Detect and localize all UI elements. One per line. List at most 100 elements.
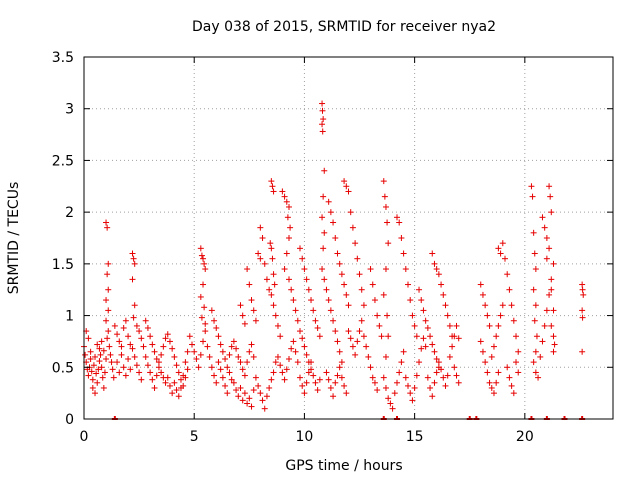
data-point bbox=[367, 364, 374, 371]
data-point bbox=[269, 183, 276, 190]
data-point bbox=[184, 366, 191, 373]
chart-title: Day 038 of 2015, SRMTID for receiver nya… bbox=[192, 19, 496, 35]
data-point bbox=[382, 353, 389, 360]
data-point bbox=[358, 286, 365, 293]
data-point bbox=[347, 335, 354, 342]
data-point bbox=[88, 368, 95, 375]
data-point bbox=[418, 297, 425, 304]
data-point bbox=[114, 359, 121, 366]
axis-ticks: 0 0.5 1 1.5 2 2.5 3 3.5 0 5 10 15 20 bbox=[52, 50, 613, 445]
data-point bbox=[279, 369, 286, 376]
data-point bbox=[360, 302, 367, 309]
data-point bbox=[420, 335, 427, 342]
data-point bbox=[104, 271, 111, 278]
data-point bbox=[548, 322, 555, 329]
data-point bbox=[290, 338, 297, 345]
data-point bbox=[244, 266, 251, 273]
data-point bbox=[327, 307, 334, 314]
data-point bbox=[208, 364, 215, 371]
data-point bbox=[504, 271, 511, 278]
data-point bbox=[371, 379, 378, 386]
data-point bbox=[92, 390, 99, 397]
data-point bbox=[418, 345, 425, 352]
data-point bbox=[259, 235, 266, 241]
data-point bbox=[108, 359, 115, 366]
data-point bbox=[105, 307, 112, 314]
data-point bbox=[233, 345, 240, 352]
data-point bbox=[323, 286, 330, 293]
data-point bbox=[237, 302, 244, 309]
data-point bbox=[95, 366, 102, 373]
data-point bbox=[202, 328, 209, 335]
data-point bbox=[133, 322, 140, 329]
data-point bbox=[550, 307, 557, 314]
data-point bbox=[106, 343, 113, 350]
data-point bbox=[312, 317, 319, 324]
data-point bbox=[446, 353, 453, 360]
data-point bbox=[539, 214, 546, 221]
data-point bbox=[429, 341, 436, 348]
data-point bbox=[153, 356, 160, 363]
data-point bbox=[239, 397, 246, 404]
data-point bbox=[103, 317, 110, 324]
data-point bbox=[325, 198, 332, 205]
data-point bbox=[433, 266, 440, 273]
data-point bbox=[149, 341, 156, 348]
data-point bbox=[413, 372, 420, 379]
data-point bbox=[230, 338, 237, 345]
data-point bbox=[334, 372, 341, 379]
data-point bbox=[547, 193, 554, 200]
data-point bbox=[87, 348, 94, 355]
data-point bbox=[259, 397, 266, 404]
data-point bbox=[371, 297, 378, 304]
data-point bbox=[343, 183, 350, 190]
data-point bbox=[103, 219, 110, 226]
data-point bbox=[387, 400, 394, 407]
data-point bbox=[110, 374, 117, 381]
data-point bbox=[268, 245, 275, 252]
data-point bbox=[171, 379, 178, 386]
data-point bbox=[579, 348, 586, 355]
data-point bbox=[546, 291, 553, 298]
data-point bbox=[285, 356, 292, 363]
data-point bbox=[206, 353, 213, 360]
data-point bbox=[316, 333, 323, 340]
data-point bbox=[255, 250, 262, 257]
data-point bbox=[292, 307, 299, 314]
data-point bbox=[169, 345, 176, 352]
data-point bbox=[482, 302, 489, 309]
data-point bbox=[177, 384, 184, 391]
data-point bbox=[305, 369, 312, 376]
data-point bbox=[341, 178, 348, 185]
data-point bbox=[200, 338, 207, 345]
data-point bbox=[127, 341, 134, 348]
data-point bbox=[543, 307, 550, 314]
data-point bbox=[343, 390, 350, 397]
data-point bbox=[297, 328, 304, 335]
data-point bbox=[396, 369, 403, 376]
data-point bbox=[532, 348, 539, 355]
data-point bbox=[393, 379, 400, 386]
data-point bbox=[490, 390, 497, 397]
data-point bbox=[303, 379, 310, 386]
data-point bbox=[444, 312, 451, 319]
data-point bbox=[382, 384, 389, 391]
data-point bbox=[105, 286, 112, 293]
data-point bbox=[103, 356, 110, 363]
data-point bbox=[400, 250, 407, 257]
data-point bbox=[97, 351, 104, 358]
data-point bbox=[171, 353, 178, 360]
data-point bbox=[283, 250, 290, 257]
data-point bbox=[133, 362, 140, 369]
data-point bbox=[402, 374, 409, 381]
data-point bbox=[290, 297, 297, 304]
data-point bbox=[455, 335, 462, 342]
data-point bbox=[125, 356, 132, 363]
data-point bbox=[431, 379, 438, 386]
data-point bbox=[380, 178, 387, 185]
data-point bbox=[269, 255, 276, 262]
data-point bbox=[164, 374, 171, 381]
data-point bbox=[96, 345, 103, 352]
data-point bbox=[398, 359, 405, 366]
